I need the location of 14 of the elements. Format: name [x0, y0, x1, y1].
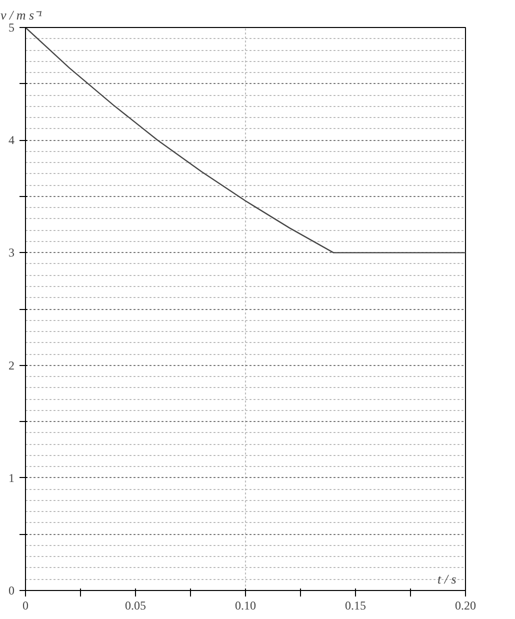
y-tick-label: 1: [8, 470, 14, 485]
text: 0.10: [235, 598, 256, 612]
x-tick-label: 0.05: [125, 598, 146, 612]
y-axis-title: v / m s⁻¹: [0, 8, 42, 22]
y-tick-label: 5: [8, 20, 14, 34]
x-axis-title: t / s: [438, 572, 456, 586]
text: 0.20: [455, 598, 476, 612]
x-tick-label: 0.15: [345, 598, 366, 612]
y-tick-label: 3: [8, 246, 14, 260]
y-tick-label: 4: [8, 133, 14, 148]
y-tick-label: 0: [8, 584, 14, 598]
y-tick-label: 2: [8, 358, 14, 372]
x-tick-label: 0: [22, 598, 28, 612]
line-series: [26, 28, 466, 254]
